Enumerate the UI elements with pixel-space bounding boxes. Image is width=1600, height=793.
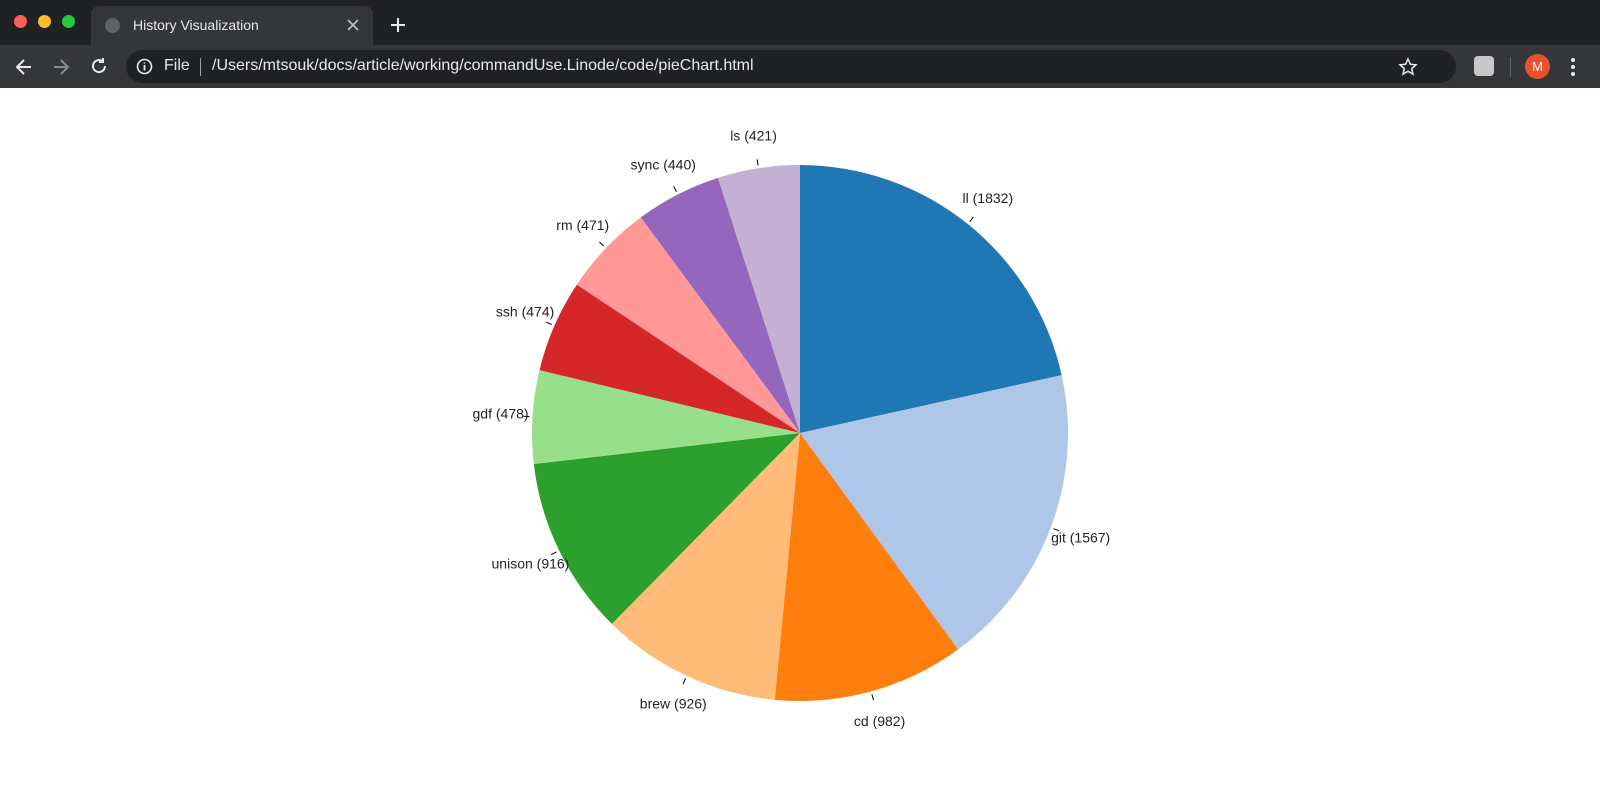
pie-slice: [539, 284, 800, 433]
slice-label: git (1567): [1051, 530, 1110, 546]
slice-label: rm (471): [556, 217, 609, 233]
pie-slice: [800, 165, 1062, 433]
pie-slice: [533, 433, 800, 624]
address-bar[interactable]: File /Users/mtsouk/docs/article/working/…: [126, 50, 1456, 83]
tab-strip: History Visualization: [0, 0, 1600, 45]
reload-button[interactable]: [90, 57, 108, 75]
label-leader: [673, 186, 677, 193]
minimize-window[interactable]: [38, 15, 51, 28]
label-leader: [1053, 528, 1060, 532]
label-leader: [545, 321, 552, 325]
label-leader: [599, 241, 605, 247]
bookmark-star[interactable]: [1398, 57, 1418, 77]
extension-icon[interactable]: [1474, 56, 1494, 76]
slice-label: cd (982): [854, 713, 905, 729]
label-leader: [969, 216, 974, 223]
pie-slice: [611, 433, 800, 700]
slice-label: unison (916): [492, 555, 570, 571]
zoom-window[interactable]: [62, 15, 75, 28]
tab-close[interactable]: [347, 19, 359, 31]
pie-slice: [532, 370, 800, 465]
label-leader: [682, 678, 686, 685]
forward-button[interactable]: [52, 58, 70, 76]
avatar[interactable]: M: [1525, 54, 1550, 79]
tab-title: History Visualization: [133, 17, 259, 33]
slice-label: brew (926): [640, 696, 707, 712]
slice-label: ls (421): [730, 127, 777, 143]
slice-label: sync (440): [631, 157, 696, 173]
pie-chart: ll (1832) git (1567) cd (982) brew (926) uni…: [473, 127, 1111, 729]
tab[interactable]: History Visualization: [91, 6, 373, 45]
tab-icon: [105, 18, 120, 33]
new-tab[interactable]: [390, 17, 406, 33]
pie-slice: [800, 375, 1068, 650]
label-leader: [756, 159, 759, 166]
close-window[interactable]: [14, 15, 27, 28]
slice-label: ssh (474): [496, 304, 554, 320]
url: /Users/mtsouk/docs/article/working/comma…: [212, 57, 754, 74]
slice-label: ll (1832): [963, 190, 1014, 206]
url-scheme: File: [164, 57, 190, 74]
label-leader: [871, 694, 874, 701]
pie-slice: [576, 217, 800, 433]
pie-slice: [774, 433, 959, 701]
back-button[interactable]: [15, 58, 33, 76]
slice-label: gdf (478): [473, 406, 529, 422]
toolbar: File /Users/mtsouk/docs/article/working/…: [0, 45, 1600, 88]
separator: [200, 58, 201, 76]
pie-slice: [640, 177, 800, 433]
separator: [1510, 57, 1511, 77]
menu-button[interactable]: [1570, 57, 1576, 77]
pie-slice: [718, 165, 800, 433]
label-leader: [550, 551, 557, 556]
info-icon[interactable]: [136, 58, 153, 75]
